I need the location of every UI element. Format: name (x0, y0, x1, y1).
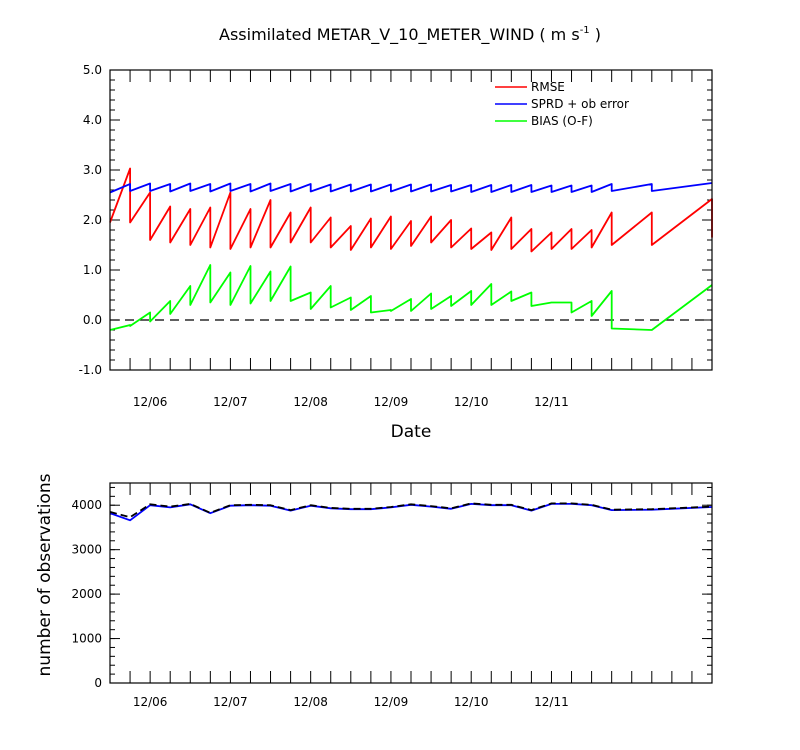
bottom-series-assimilated-observations (109, 502, 713, 522)
top-y-tick-label: 1.0 (83, 263, 102, 277)
bottom-plot-area: 0 1000 2000 3000 4000 12/06 12/07 12/08 12/09 12/… (71, 483, 713, 709)
legend-label-sprd: SPRD + ob error (531, 97, 629, 111)
legend-label-bias: BIAS (O-F) (531, 114, 593, 128)
bottom-y-tick-label: 4000 (71, 498, 102, 512)
legend-label-rmse: RMSE (531, 80, 565, 94)
top-y-tick-label: 4.0 (83, 113, 102, 127)
chart-title: Assimilated METAR_V_10_METER_WIND ( m s-… (219, 25, 601, 45)
top-series-bias-o-f (109, 264, 713, 331)
bottom-x-tick-label: 12/07 (213, 695, 248, 709)
top-x-tick-label: 12/06 (133, 395, 168, 409)
top-y-tick-label: 2.0 (83, 213, 102, 227)
top-y-tick-label: 5.0 (83, 63, 102, 77)
bottom-x-tick-label: 12/06 (133, 695, 168, 709)
bottom-y-tick-label: 0 (94, 676, 102, 690)
bottom-x-tick-label: 12/08 (293, 695, 328, 709)
top-x-tick-label: 12/10 (454, 395, 489, 409)
top-x-tick-label: 12/07 (213, 395, 248, 409)
top-y-tick-label: -1.0 (79, 363, 102, 377)
y-axis-label-observations: number of observations (35, 473, 55, 676)
top-x-tick-label: 12/09 (374, 395, 409, 409)
top-series-sprd-ob-error (109, 182, 713, 194)
bottom-series-possible-observations (109, 502, 713, 519)
top-x-tick-label: 12/11 (534, 395, 569, 409)
top-x-tick-label: 12/08 (293, 395, 328, 409)
top-y-tick-label: 0.0 (83, 313, 102, 327)
top-plot-frame (109, 69, 713, 371)
bottom-y-tick-label: 1000 (71, 632, 102, 646)
top-plot-area: -1.0 0.0 1.0 2.0 3.0 4.0 5.0 12/06 12/07 12/08 12/… (79, 63, 713, 409)
bottom-x-tick-label: 12/10 (454, 695, 489, 709)
top-series-rmse (109, 167, 713, 253)
bottom-y-tick-label: 2000 (71, 587, 102, 601)
legend: RMSE SPRD + ob error BIAS (O-F) (495, 80, 629, 128)
bottom-x-tick-label: 12/09 (374, 695, 409, 709)
bottom-x-tick-label: 12/11 (534, 695, 569, 709)
bottom-plot-frame (109, 482, 713, 684)
top-y-tick-label: 3.0 (83, 163, 102, 177)
x-axis-label: Date (391, 422, 432, 442)
bottom-y-tick-label: 3000 (71, 543, 102, 557)
